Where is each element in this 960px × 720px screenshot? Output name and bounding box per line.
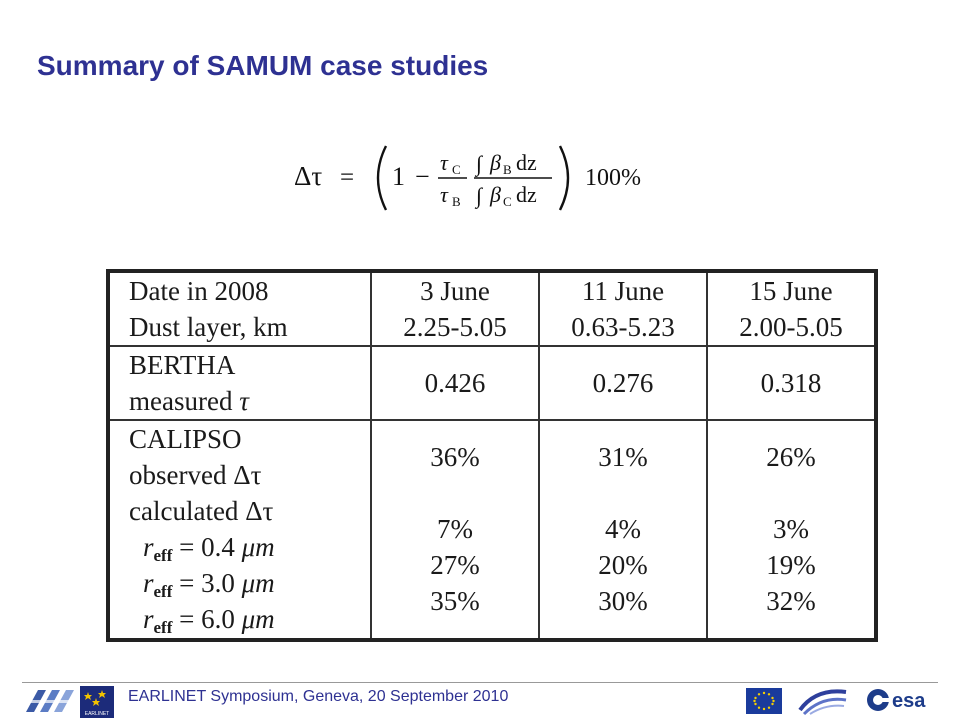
calc-value-r30: 20% [598,550,648,580]
radius-label-1: reff = 0.4 μm [143,532,275,565]
bertha-col-1: 0.426 [370,345,540,421]
swirl-logo-icon [798,689,847,716]
formula-left-paren [376,145,388,211]
bertha-col-2: 0.276 [538,345,708,421]
earlinet-logo-icon: EARLINET [80,686,114,718]
date-value: 15 June [749,276,833,306]
formula-sub-c1: C [452,162,461,177]
formula-integral-bottom: ∫ [474,183,484,209]
calc-value-r04: 4% [605,514,641,544]
bertha-value: 0.426 [424,368,486,398]
formula-sub-b1: B [452,194,461,209]
footer-text: EARLINET Symposium, Geneva, 20 September… [128,688,509,705]
table-row-calipso: CALIPSO observed Δτ calculated Δτ reff =… [107,419,877,641]
measured-tau-label: measured τ [129,383,370,419]
header-col-3: 15 June 2.00-5.05 [706,270,877,347]
calc-value-r30: 19% [766,550,816,580]
calc-value-r04: 7% [437,514,473,544]
header-col-2: 11 June 0.63-5.23 [538,270,708,347]
calipso-label-cell: CALIPSO observed Δτ calculated Δτ reff =… [107,419,372,641]
calipso-col-1: 36% 7% 27% 35% [370,419,540,641]
calc-value-r60: 30% [598,586,648,616]
formula-minus: − [415,162,430,191]
layer-value: 2.25-5.05 [403,312,507,342]
observed-delta-tau-label: observed Δτ [129,460,262,490]
calc-value-r04: 3% [773,514,809,544]
formula-percent: 100% [585,165,641,191]
observed-value: 31% [598,442,648,472]
esa-logo-text: esa [892,690,926,712]
date-value: 3 June [420,276,490,306]
eu-flag-icon [746,688,782,714]
formula-equals: = [340,164,354,191]
date-label: Date in 2008 [129,276,269,306]
formula-beta-bottom: β [489,182,501,207]
layer-value: 2.00-5.05 [739,312,843,342]
formula-graphic: Δτ = 1 − τ C τ B ∫ β B dz ∫ β C dz 100% [294,145,641,211]
delta-tau-formula: Δτ = 1 − τ C τ B ∫ β B dz ∫ β C dz 100% [290,138,680,218]
formula-right-paren [558,145,570,211]
case-study-table: Date in 2008 Dust layer, km 3 June 2.25-… [106,269,878,642]
formula-integral-top: ∫ [474,151,484,177]
formula-tau-c: τ [440,150,449,175]
bertha-value: 0.318 [760,368,822,398]
bertha-label-cell: BERTHA measured τ [107,345,372,421]
calc-value-r60: 32% [766,586,816,616]
table-row-bertha: BERTHA measured τ 0.426 0.276 0.318 [107,345,877,421]
earlinet-logo-text: EARLINET [85,711,109,717]
calipso-col-2: 31% 4% 20% 30% [538,419,708,641]
calc-value-r60: 35% [430,586,480,616]
formula-beta-top: β [489,150,501,175]
formula-tau-b: τ [440,182,449,207]
measured-prefix: measured [129,386,240,416]
tau-symbol: τ [239,386,249,416]
table-row-header: Date in 2008 Dust layer, km 3 June 2.25-… [107,270,877,347]
bertha-col-3: 0.318 [706,345,877,421]
date-value: 11 June [581,276,665,306]
dust-layer-label: Dust layer, km [129,312,288,342]
layer-value: 0.63-5.23 [571,312,675,342]
calipso-col-3: 26% 3% 19% 32% [706,419,877,641]
formula-sub-c2: C [503,194,512,209]
bertha-label: BERTHA [129,350,236,380]
bertha-value: 0.276 [592,368,654,398]
formula-dz-top: dz [516,150,537,175]
radius-label-2: reff = 3.0 μm [143,568,275,601]
esa-logo-icon: esa [867,689,926,712]
ift-logo-icon [26,690,74,712]
formula-one: 1 [392,162,405,191]
observed-value: 26% [766,442,816,472]
formula-sub-b2: B [503,162,512,177]
calc-value-r30: 27% [430,550,480,580]
slide-title: Summary of SAMUM case studies [37,50,489,81]
calipso-label: CALIPSO [129,424,242,454]
header-col-1: 3 June 2.25-5.05 [370,270,540,347]
observed-value: 36% [430,442,480,472]
header-label-cell: Date in 2008 Dust layer, km [107,270,372,347]
radius-label-3: reff = 6.0 μm [143,604,275,637]
formula-lhs: Δτ [294,161,322,191]
footer-divider [22,682,938,683]
formula-dz-bottom: dz [516,182,537,207]
calculated-delta-tau-label: calculated Δτ [129,496,274,526]
